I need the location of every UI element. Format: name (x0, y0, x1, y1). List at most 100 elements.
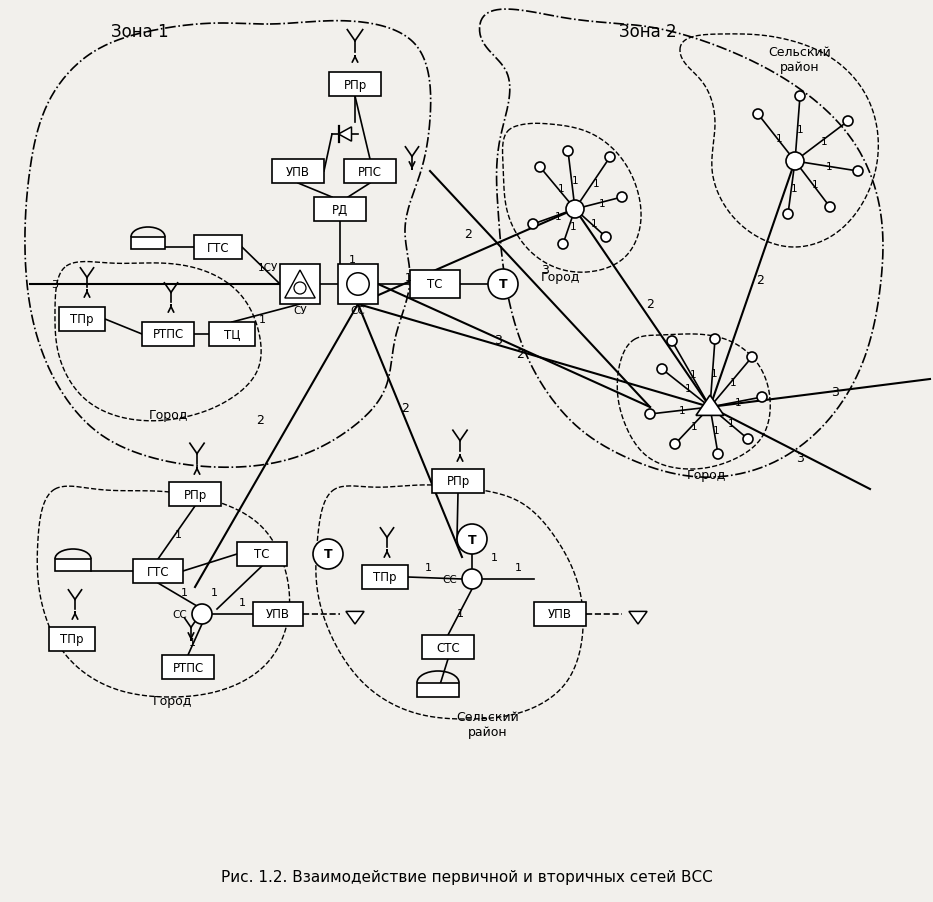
Text: 1: 1 (239, 597, 245, 607)
Text: 1: 1 (689, 370, 696, 380)
Text: УПВ: УПВ (548, 608, 572, 621)
Text: РД: РД (332, 203, 348, 216)
Text: 3: 3 (51, 280, 59, 290)
Circle shape (657, 364, 667, 374)
Text: Город: Город (540, 272, 579, 284)
Text: Сельский
район: Сельский район (769, 46, 831, 74)
Bar (432, 469, 484, 493)
Text: РПр: РПр (446, 475, 469, 488)
Bar (534, 603, 586, 626)
Text: СС: СС (442, 575, 457, 584)
Circle shape (853, 167, 863, 177)
Circle shape (617, 193, 627, 203)
Text: РПр: РПр (184, 488, 206, 501)
Circle shape (783, 210, 793, 220)
Bar (237, 542, 287, 566)
Text: 2: 2 (756, 273, 764, 286)
Text: СС: СС (351, 306, 366, 316)
Bar (194, 235, 242, 260)
Text: 1СУ: 1СУ (258, 262, 278, 272)
Circle shape (786, 152, 804, 170)
Bar (280, 264, 320, 305)
Text: РТПС: РТПС (173, 661, 203, 674)
Text: Город: Город (687, 468, 726, 481)
Text: 2: 2 (401, 401, 409, 414)
Text: 1: 1 (713, 426, 719, 436)
Text: СУ: СУ (293, 306, 307, 316)
Text: 1: 1 (776, 133, 783, 143)
Text: 1: 1 (211, 587, 217, 597)
Bar (169, 483, 221, 506)
Circle shape (535, 163, 545, 173)
Circle shape (313, 539, 343, 569)
Text: 1: 1 (821, 137, 828, 147)
Text: 1: 1 (593, 179, 600, 189)
Circle shape (558, 240, 568, 250)
Circle shape (795, 92, 805, 102)
Text: 1: 1 (827, 161, 833, 171)
Text: УПВ: УПВ (266, 608, 290, 621)
Text: 1: 1 (797, 124, 804, 134)
Text: 3: 3 (494, 333, 502, 346)
Text: РТПС: РТПС (152, 328, 184, 341)
Circle shape (710, 335, 720, 345)
Text: Зона 2: Зона 2 (620, 23, 676, 41)
Circle shape (605, 152, 615, 163)
Circle shape (843, 117, 853, 127)
Circle shape (528, 220, 538, 230)
Text: 1: 1 (174, 529, 182, 539)
Text: 1: 1 (691, 421, 698, 431)
Text: 3: 3 (541, 263, 549, 276)
Text: 1: 1 (813, 179, 819, 189)
Text: Т: Т (498, 278, 508, 291)
Text: 1: 1 (572, 176, 578, 186)
Text: ТПр: ТПр (373, 571, 397, 584)
Circle shape (645, 410, 655, 419)
Text: 1: 1 (558, 184, 564, 194)
Text: 3: 3 (831, 385, 839, 398)
Text: Город: Город (148, 408, 188, 421)
Text: ГТС: ГТС (146, 565, 169, 578)
Circle shape (667, 336, 677, 346)
Text: Т: Т (467, 533, 477, 546)
Text: 1: 1 (555, 212, 562, 222)
Text: 1: 1 (405, 272, 411, 282)
Polygon shape (346, 612, 364, 624)
Circle shape (747, 353, 757, 363)
Bar (59, 308, 105, 332)
Polygon shape (629, 612, 648, 624)
Text: 1: 1 (678, 406, 686, 416)
Circle shape (601, 233, 611, 243)
Bar (338, 264, 378, 305)
Circle shape (743, 435, 753, 445)
Circle shape (670, 439, 680, 449)
Text: 1: 1 (728, 419, 734, 428)
Polygon shape (696, 396, 724, 416)
Bar (142, 323, 194, 346)
Bar (329, 73, 381, 97)
Bar (162, 655, 214, 679)
Text: ТПр: ТПр (61, 633, 84, 646)
Text: 1: 1 (730, 378, 736, 388)
Text: РПр: РПр (343, 78, 367, 91)
Text: 1: 1 (491, 552, 497, 562)
Text: 1: 1 (734, 398, 742, 408)
Text: ТС: ТС (255, 548, 270, 561)
Text: 1: 1 (791, 183, 798, 193)
Bar (314, 198, 366, 222)
Text: Сельский
район: Сельский район (456, 710, 520, 738)
Text: Рис. 1.2. Взаимодействие первичной и вторичных сетей ВСС: Рис. 1.2. Взаимодействие первичной и вто… (220, 870, 713, 885)
Circle shape (825, 203, 835, 213)
Text: Город: Город (152, 695, 191, 708)
Text: 1: 1 (188, 638, 196, 648)
Text: 2: 2 (256, 413, 264, 426)
Bar (55, 559, 91, 571)
Bar (131, 237, 165, 250)
Text: 1: 1 (258, 315, 266, 325)
Text: СС: СС (173, 610, 188, 620)
Text: 1: 1 (349, 254, 355, 264)
Text: Т: Т (324, 548, 332, 561)
Circle shape (488, 270, 518, 299)
Bar (410, 271, 460, 299)
Text: ТС: ТС (427, 278, 443, 291)
